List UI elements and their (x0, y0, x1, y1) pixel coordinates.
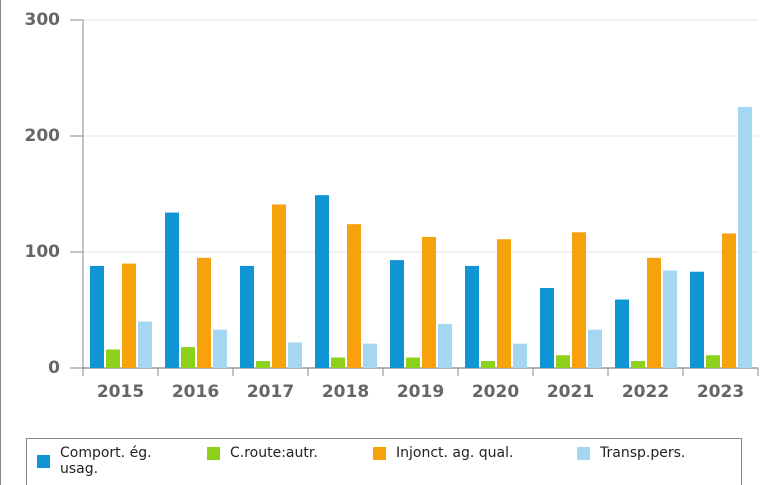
bar (588, 329, 602, 368)
y-tick-label: 300 (25, 10, 61, 30)
legend-label: C.route:autr. (230, 445, 318, 461)
bar (138, 321, 152, 368)
bar (690, 271, 704, 368)
bar (465, 265, 479, 368)
bar (288, 342, 302, 368)
bar (556, 355, 570, 368)
x-tick-label: 2015 (97, 382, 144, 402)
legend-label: Comport. ég. usag. (60, 445, 152, 477)
x-tick-label: 2023 (697, 382, 744, 402)
bar (165, 212, 179, 368)
bar (422, 236, 436, 368)
legend-swatch (373, 446, 386, 460)
bar (197, 257, 211, 368)
y-tick-label: 0 (48, 358, 60, 378)
bar (406, 357, 420, 368)
bar (122, 263, 136, 368)
bar (513, 343, 527, 368)
bar (213, 329, 227, 368)
bar (390, 260, 404, 368)
legend-item: Injonct. ag. qual. (373, 445, 513, 461)
bar (481, 361, 495, 368)
bar (706, 355, 720, 368)
legend: Comport. ég. usag. C.route:autr. Injonct. … (26, 438, 742, 485)
x-tick-label: 2020 (472, 382, 519, 402)
bar (722, 233, 736, 368)
bar (106, 349, 120, 368)
bar (438, 323, 452, 368)
x-tick-label: 2017 (247, 382, 294, 402)
legend-swatch (37, 454, 50, 468)
bar (315, 195, 329, 368)
x-tick-label: 2021 (547, 382, 594, 402)
bar (363, 343, 377, 368)
bar (497, 239, 511, 368)
legend-item: Comport. ég. usag. (37, 445, 190, 477)
bar (240, 265, 254, 368)
bar (663, 270, 677, 368)
y-tick-label: 200 (25, 126, 61, 146)
bar (540, 287, 554, 368)
x-tick-label: 2018 (322, 382, 369, 402)
x-tick-label: 2016 (172, 382, 219, 402)
y-tick-label: 100 (25, 242, 61, 262)
bar (256, 361, 270, 368)
x-tick-label: 2019 (397, 382, 444, 402)
bar (90, 265, 104, 368)
legend-swatch (207, 446, 220, 460)
bar (738, 107, 752, 368)
bar (181, 347, 195, 368)
bar (631, 361, 645, 368)
x-tick-label: 2022 (622, 382, 669, 402)
bar (615, 299, 629, 368)
bar (272, 204, 286, 368)
bar (331, 357, 345, 368)
legend-swatch (577, 446, 590, 460)
bar (647, 257, 661, 368)
bar (347, 224, 361, 368)
legend-label: Injonct. ag. qual. (396, 445, 514, 461)
bar (572, 232, 586, 368)
legend-item: C.route:autr. (207, 445, 318, 461)
legend-item: Transp.pers. (577, 445, 685, 461)
legend-label: Transp.pers. (600, 445, 686, 461)
